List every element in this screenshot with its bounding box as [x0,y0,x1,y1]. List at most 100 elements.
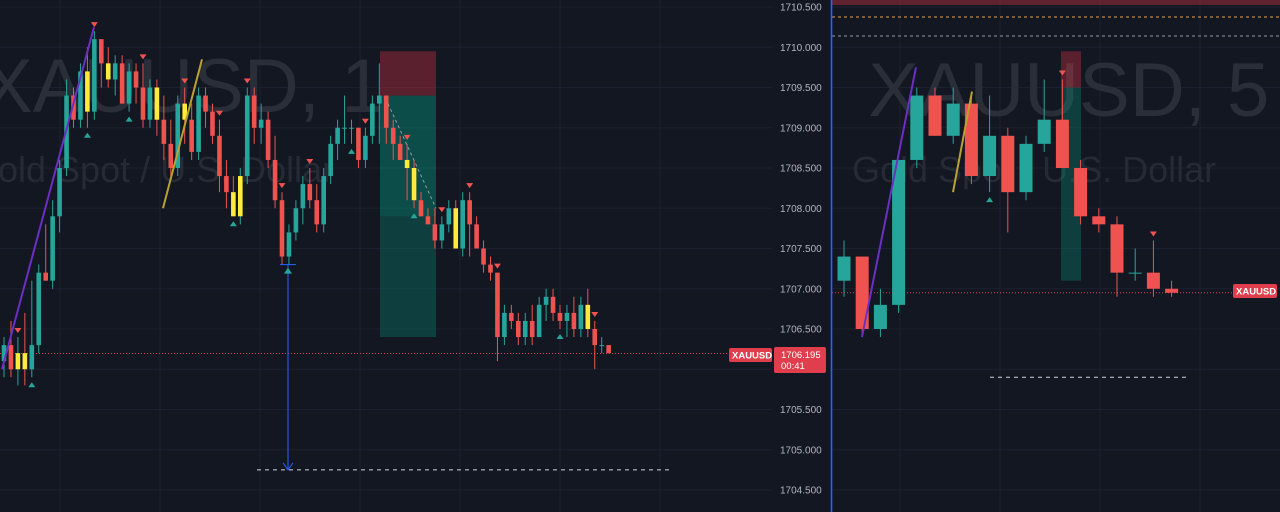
candle-down [383,95,389,128]
right-symbol-tag [1233,284,1277,298]
candle-up [293,208,299,233]
candle-up [15,353,21,370]
signal-up-icon [229,221,237,227]
candle-down [133,71,139,88]
measure-arrow-head [282,462,294,471]
candle-up [460,200,465,249]
candle-up [147,87,153,120]
candle-down [140,87,146,120]
candle-down [1001,135,1015,193]
candle-down [467,200,472,225]
candle-down [1092,216,1106,225]
right-top-zone [832,0,1280,5]
signal-up-icon [410,213,418,219]
candle-down [550,296,556,313]
signal-down-icon [181,78,189,84]
signal-up-icon [556,334,564,339]
candle-down [210,111,215,136]
candle-down [314,200,320,225]
price-tick-label: 1709.000 [780,123,822,134]
candle-down [251,95,257,128]
candle-down [224,176,229,193]
candle-down [231,192,236,217]
candle-down [495,272,500,338]
candle-up [335,127,340,144]
signal-up-icon [348,148,355,154]
candle-up [1,345,7,362]
candle-down [397,143,403,160]
signal-up-icon [28,382,36,388]
signal-down-icon [90,22,98,28]
candle-up [328,143,333,177]
price-tick-label: 1708.000 [780,204,822,215]
signal-down-icon [139,54,147,60]
candle-up [983,135,997,177]
candle-down [1074,168,1088,217]
candle-down [161,119,167,144]
candle-up [873,304,887,329]
trend-line-purple-right [861,67,917,338]
candle-down [1165,288,1179,293]
candle-down [1110,224,1124,273]
candle-up [126,71,132,104]
signal-down-icon [278,183,286,189]
candle-up [196,95,201,152]
candle-down [557,312,563,321]
candle-down [168,143,174,168]
signal-down-icon [306,159,314,164]
left-candles[interactable] [1,31,611,386]
price-axis[interactable]: 1710.500 1710.000 1709.500 1709.000 1708.500… [780,3,822,497]
candle-up [1128,272,1142,274]
candle-down [43,272,48,281]
price-tick-label: 1705.500 [780,405,822,416]
signal-up-icon [125,116,133,122]
candle-up [910,95,924,160]
candle-down [404,159,410,168]
candle-up [175,103,181,168]
candle-down [105,63,111,80]
candle-down [272,159,278,201]
candle-down [571,312,577,329]
candle-down [99,39,104,64]
candle-down [585,304,591,329]
candle-down [390,127,396,144]
signal-down-icon [438,207,446,213]
candle-down [606,345,611,354]
candle-down [488,264,493,273]
candle-up [112,63,118,80]
price-tick-label: 1707.500 [780,244,822,255]
signal-down-icon [1058,70,1066,76]
candle-down [119,63,125,104]
trend-line-gold [162,59,203,209]
candle-up [377,95,382,104]
left-price-tag-value: 1706.195 [781,350,821,361]
candle-down [481,248,486,265]
price-tick-label: 1710.500 [780,3,822,14]
candle-up [370,103,375,136]
right-candles[interactable] [837,79,1179,338]
position-diagonal [387,103,437,209]
trend-line-gold-right [952,91,973,193]
price-tags: XAUUSD 1706.195 00:41 XAUUSD [729,284,1277,373]
price-tick-label: 1710.000 [780,43,822,54]
candle-up [92,39,97,112]
candle-down [529,320,535,338]
candle-down [265,119,271,160]
candle-down [411,168,417,201]
candle-up [837,256,851,281]
candle-up [502,312,507,338]
candle-up [536,304,542,338]
candle-up [342,127,347,129]
signal-down-icon [1149,231,1157,237]
candle-up [36,272,42,346]
candle-down [203,95,208,112]
candle-down [217,135,222,177]
candle-down [307,184,313,201]
signal-down-icon [591,311,599,317]
left-price-tag [774,347,826,373]
candle-up [29,345,35,370]
signal-down-icon [493,263,501,269]
candle-down [356,127,361,160]
candle-up [238,176,243,217]
